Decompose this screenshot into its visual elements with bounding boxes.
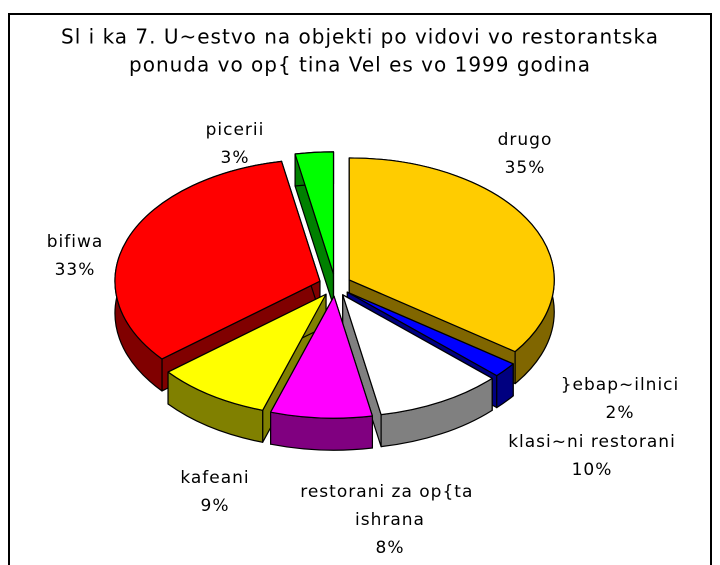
chart-title: ponuda vo op{ tina Vel es vo 1999 godina [129,53,591,77]
slice-label: }ebap~ilnici [561,375,680,395]
slice-value-label: 33% [55,260,96,280]
slice-top [346,291,514,377]
slice-value-label: 9% [201,496,230,516]
label-line: restorani za op{ta [300,482,480,502]
slice-label: picerii [206,120,265,140]
slice-value-label: 3% [221,148,250,168]
slice-top [294,151,335,275]
pie-slice [270,295,374,451]
pie [114,151,555,451]
slice-label: bifiwa [47,232,104,252]
slice-label: drugo [498,130,553,150]
slice-label: kafeani [180,468,249,488]
slice-top [270,295,374,419]
slice-top [114,160,321,360]
slice-value-label: 35% [505,158,546,178]
slice-value-label: 10% [572,460,613,480]
pie-slice [342,294,493,448]
slice-top [348,157,555,353]
slice-value-label: 8% [376,538,405,558]
slice-value-label: 2% [606,403,635,423]
slice-label: klasi~ni restorani [508,432,676,452]
slice-label: restorani za op{ta ishrana [300,482,480,530]
slice-top [342,294,493,416]
slice-top [167,293,327,411]
chart-title: Sl i ka 7. U~estvo na objekti po vidovi … [61,25,659,49]
label-line: ishrana [355,510,425,530]
pie-slice [294,151,335,307]
labels: drugo 35% }ebap~ilnici 2% klasi~ni restorani… [47,120,680,558]
